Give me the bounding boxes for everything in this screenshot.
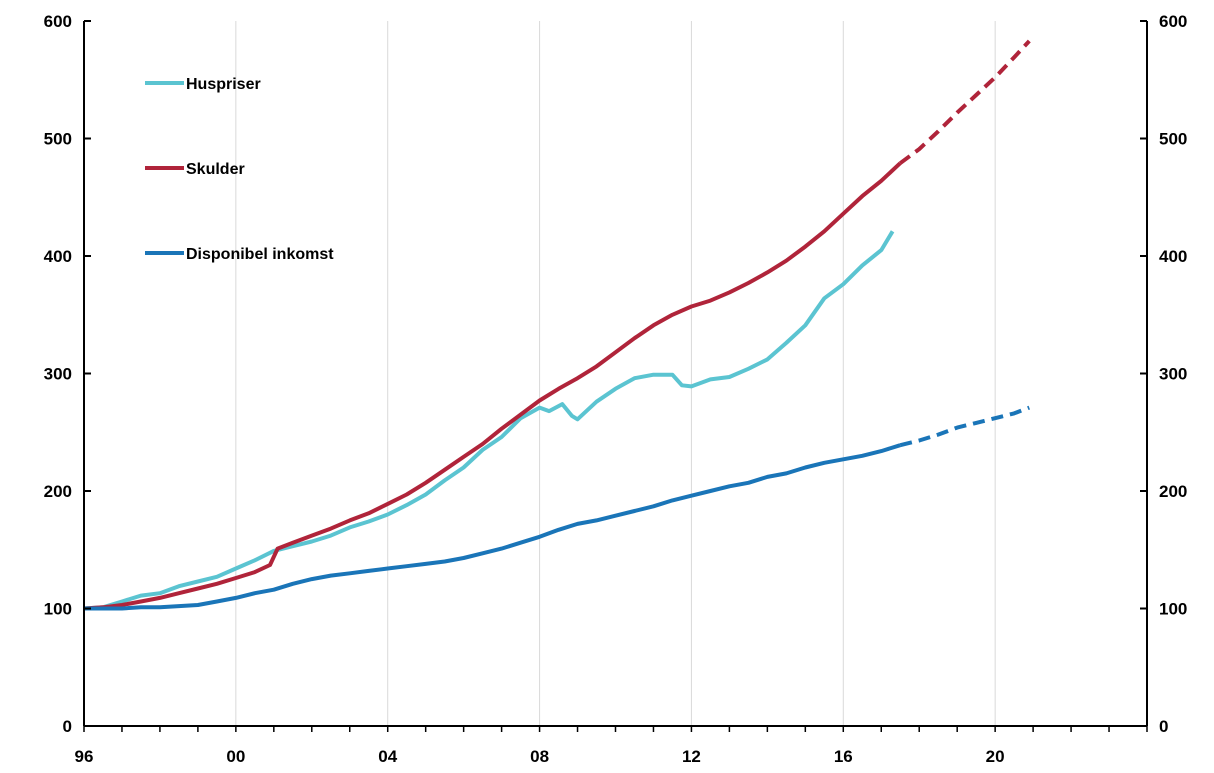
series-line-disponibel-inkomst	[84, 443, 901, 611]
axes	[83, 20, 1148, 732]
series-line-huspriser	[83, 230, 895, 611]
y-tick-label-right: 300	[1159, 365, 1187, 384]
y-tick-label-right: 200	[1159, 482, 1187, 501]
legend: Huspriser Skulder Disponibel inkomst	[145, 76, 334, 263]
y-tick-label-right: 500	[1159, 130, 1187, 149]
x-tick-label: 20	[986, 747, 1005, 766]
legend-label-skulder: Skulder	[186, 161, 245, 178]
x-tick-label: 16	[834, 747, 853, 766]
x-tick-label: 00	[226, 747, 245, 766]
x-tick-label: 96	[75, 747, 94, 766]
series-line-disponibel-inkomst-prognos	[899, 405, 1031, 448]
x-tick-label: 04	[378, 747, 397, 766]
y-tick-label-left: 600	[44, 12, 72, 31]
y-tick-label-left: 100	[44, 600, 72, 619]
y-tick-label-left: 400	[44, 247, 72, 266]
legend-label-huspriser: Huspriser	[186, 76, 261, 93]
y-tick-label-left: 300	[44, 365, 72, 384]
y-tick-label-left: 500	[44, 130, 72, 149]
y-tick-label-left: 0	[63, 717, 72, 736]
y-tick-label-right: 100	[1159, 600, 1187, 619]
vertical-gridlines	[235, 21, 996, 726]
legend-label-disponibel-inkomst: Disponibel inkomst	[186, 246, 334, 263]
series-line-skulder-prognos	[899, 39, 1031, 165]
y-tick-label-right: 600	[1159, 12, 1187, 31]
x-tick-label: 08	[530, 747, 549, 766]
y-tick-label-left: 200	[44, 482, 72, 501]
series-lines	[83, 39, 1031, 611]
y-tick-label-right: 0	[1159, 717, 1168, 736]
series-line-skulder	[83, 161, 902, 611]
x-tick-label: 12	[682, 747, 701, 766]
y-tick-label-right: 400	[1159, 247, 1187, 266]
